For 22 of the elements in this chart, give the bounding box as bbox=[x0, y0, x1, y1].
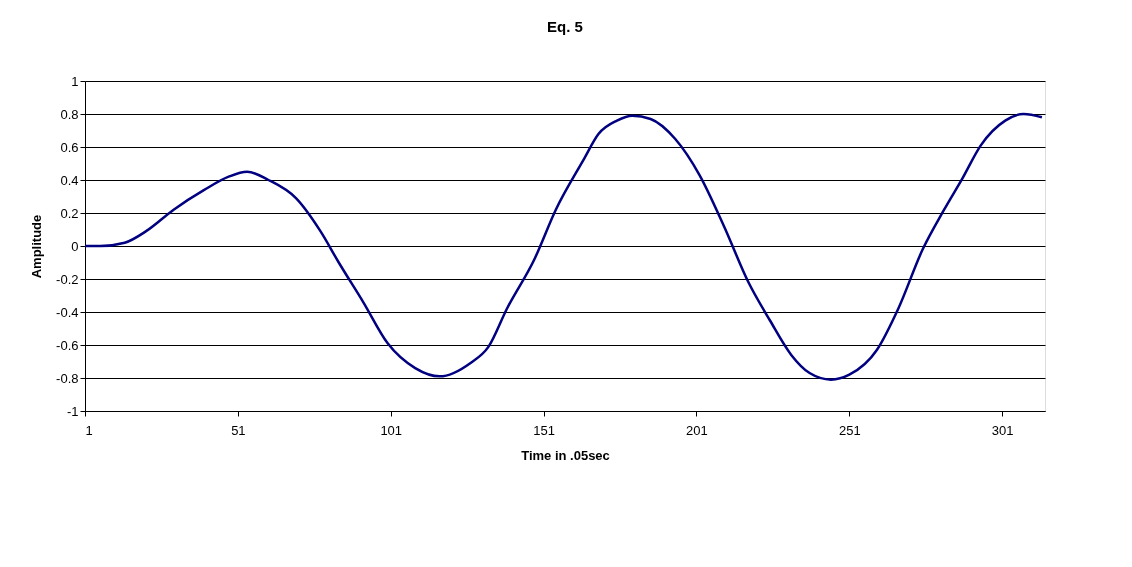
x-tick-label: 301 bbox=[991, 422, 1014, 438]
y-tick-label: 0.4 bbox=[60, 172, 79, 188]
y-tick-label: 0.2 bbox=[60, 205, 79, 221]
y-tick-label: 1 bbox=[71, 73, 79, 89]
y-tick-label: -0.8 bbox=[56, 370, 79, 386]
y-tick-label: -1 bbox=[66, 403, 79, 419]
y-tick-label: 0 bbox=[71, 238, 79, 254]
line-series bbox=[83, 112, 1044, 381]
x-tick-label: 201 bbox=[686, 422, 708, 438]
x-tick-label: 101 bbox=[380, 422, 403, 438]
y-tick-label: -0.4 bbox=[56, 304, 79, 320]
y-tick-label: -0.2 bbox=[56, 271, 79, 287]
x-tick-label: 1 bbox=[85, 422, 93, 438]
y-axis-title: Amplitude bbox=[29, 214, 45, 279]
x-axis-title: Time in .05sec bbox=[521, 447, 610, 463]
y-tick-label: -0.6 bbox=[56, 337, 79, 353]
x-tick-label: 251 bbox=[838, 422, 861, 438]
y-tick-label: 0.6 bbox=[60, 139, 79, 155]
chart-title: Eq. 5 bbox=[547, 18, 583, 35]
x-tick-label: 151 bbox=[533, 422, 555, 438]
x-tick-label: 51 bbox=[231, 422, 246, 438]
y-tick-label: 0.8 bbox=[60, 106, 79, 122]
